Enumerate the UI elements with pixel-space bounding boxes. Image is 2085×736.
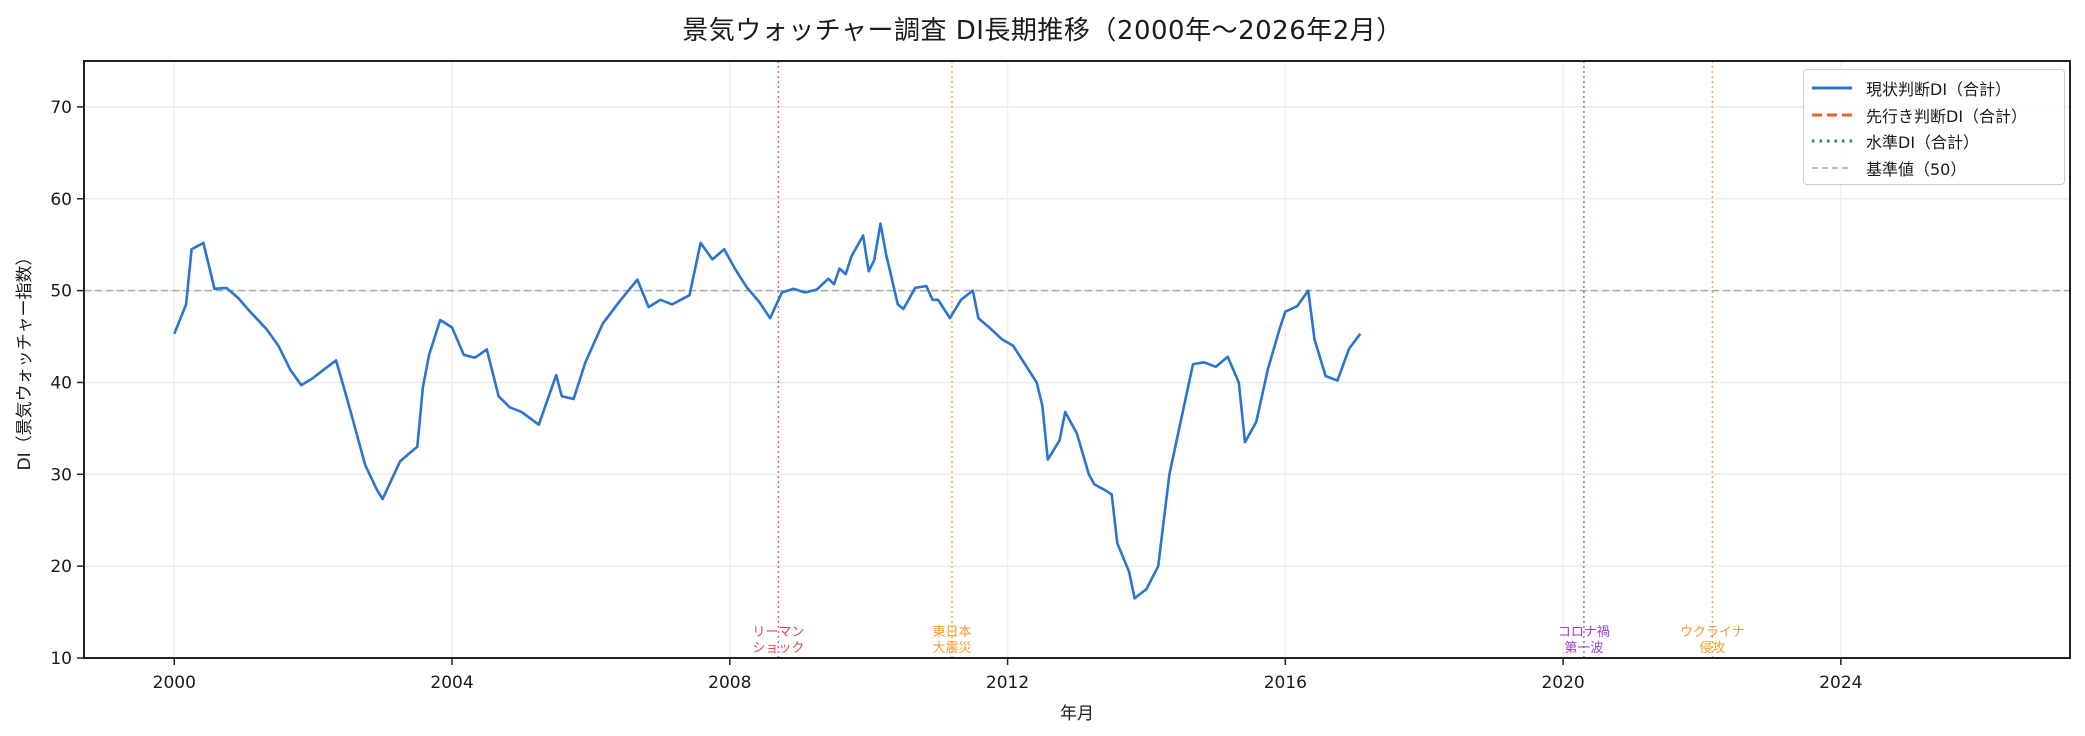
- x-tick-label: 2000: [153, 673, 196, 693]
- baseline-dashed-swatch-icon: [1812, 167, 1852, 169]
- legend-item-baseline: 基準値（50）: [1812, 155, 2056, 182]
- event-label: 東日本: [932, 624, 971, 640]
- y-tick-label: 10: [50, 649, 72, 669]
- legend-item-level: 水準DI（合計）: [1812, 128, 2056, 155]
- y-tick-label: 50: [50, 282, 72, 302]
- x-tick-label: 2020: [1541, 673, 1584, 693]
- dotted-line-swatch-icon: [1812, 139, 1852, 143]
- y-tick-label: 40: [50, 373, 72, 393]
- chart-title: 景気ウォッチャー調査 DI長期推移（2000年〜2026年2月）: [682, 16, 1403, 46]
- y-axis-label: DI（景気ウォッチャー指数）: [15, 249, 35, 471]
- y-tick-label: 30: [50, 465, 72, 485]
- legend-label: 水準DI（合計）: [1866, 133, 1980, 153]
- x-tick-label: 2004: [430, 673, 473, 693]
- y-tick-label: 20: [50, 557, 72, 577]
- y-tick-label: 70: [50, 98, 72, 118]
- event-label: 第一波: [1564, 641, 1603, 656]
- x-axis-label: 年月: [1060, 704, 1094, 724]
- legend-label: 基準値（50）: [1866, 159, 1967, 179]
- event-label: ウクライナ: [1680, 625, 1745, 640]
- legend-item-outlook: 先行き判断DI（合計）: [1812, 102, 2056, 129]
- event-label: 大震災: [932, 641, 971, 656]
- x-tick-label: 2008: [708, 673, 751, 693]
- x-tick-label: 2016: [1264, 673, 1307, 693]
- legend-item-current: 現状判断DI（合計）: [1812, 75, 2056, 102]
- legend-label: 現状判断DI（合計）: [1866, 80, 2012, 100]
- plot-frame: [83, 60, 2071, 659]
- y-tick-label: 60: [50, 190, 72, 210]
- axis-ticks: 10 20 30 40 50 60 70 2000 2004 2008 2012 2016 2020 20…: [50, 98, 1862, 693]
- event-label: リーマン: [752, 625, 804, 640]
- dashed-line-swatch-icon: [1812, 113, 1852, 117]
- x-tick-label: 2024: [1819, 673, 1862, 693]
- series-line: [173, 222, 1362, 600]
- event-label: 侵攻: [1699, 640, 1725, 656]
- legend: 現状判断DI（合計） 先行き判断DI（合計） 水準DI（合計） 基準値（50）: [1803, 69, 2065, 185]
- solid-line-swatch-icon: [1812, 86, 1852, 90]
- x-tick-label: 2012: [986, 673, 1029, 693]
- legend-label: 先行き判断DI（合計）: [1866, 106, 2028, 126]
- data-series: [173, 222, 1362, 600]
- event-label: ショック: [752, 641, 804, 656]
- event-label: コロナ禍: [1558, 624, 1610, 640]
- grid-lines: [84, 61, 2070, 659]
